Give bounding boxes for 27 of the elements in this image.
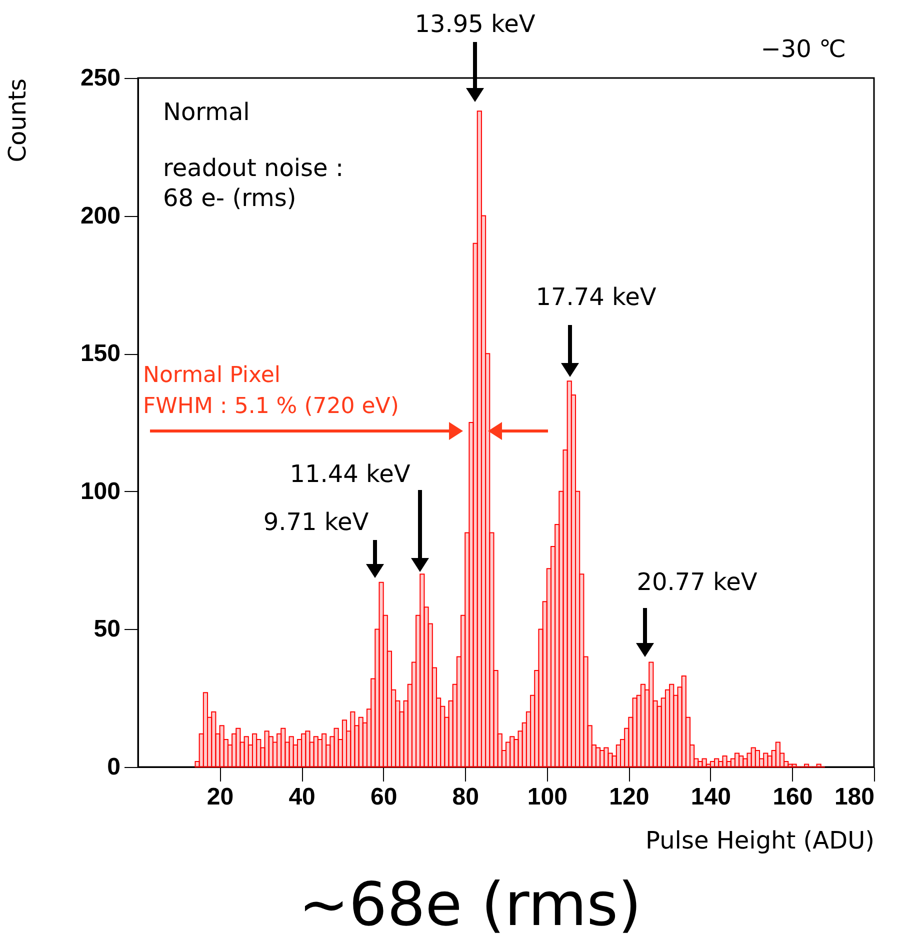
y-tick-label: 50: [94, 616, 120, 643]
x-tick-label: 80: [452, 784, 479, 810]
x-tick-label: 180: [834, 784, 874, 810]
x-tick-label: 20: [206, 784, 234, 810]
y-tick-label: 0: [107, 754, 120, 780]
x-tick-label: 160: [772, 784, 813, 810]
x-axis-title: Pulse Height (ADU): [646, 826, 874, 854]
y-tick-label: 250: [80, 64, 120, 92]
x-tick-label: 120: [609, 784, 650, 810]
annotation: 17.74 keV: [536, 283, 657, 311]
y-axis-title: Counts: [3, 78, 32, 162]
annotation: 20.77 keV: [636, 568, 758, 596]
y-tick-label: 150: [80, 340, 120, 368]
x-tick-label: 40: [288, 784, 316, 810]
x-tick-label: 140: [690, 784, 731, 810]
annotation: 9.71 keV: [263, 508, 370, 536]
text: −30 ℃: [760, 35, 846, 63]
annotation: Normal: [163, 98, 250, 126]
annotation: 11.44 keV: [290, 460, 411, 488]
text: ~68e (rms): [298, 870, 642, 938]
x-tick-label: 100: [527, 784, 568, 810]
annotation: Normal Pixel FWHM : 5.1 % (720 eV): [143, 363, 399, 419]
annotation: readout noise : 68 e- (rms): [163, 154, 344, 212]
y-tick-label: 100: [80, 478, 120, 505]
x-tick-label: 60: [370, 784, 398, 810]
y-tick-label: 200: [80, 202, 120, 230]
text: 13.95 keV: [414, 10, 536, 38]
